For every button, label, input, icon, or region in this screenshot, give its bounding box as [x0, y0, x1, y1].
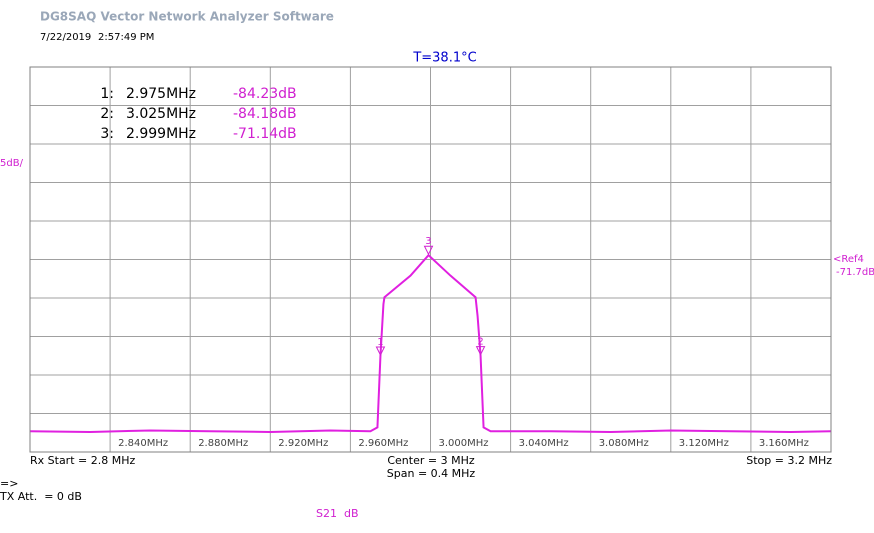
- span-label: Span = 0.4 MHz: [387, 467, 476, 480]
- time: 2:57:49 PM: [98, 32, 154, 43]
- x-tick-label: 2.920MHz: [278, 438, 328, 449]
- ref-label: <Ref4: [833, 254, 864, 265]
- x-tick-label: 3.120MHz: [679, 438, 729, 449]
- marker: [423, 245, 434, 256]
- arrow: =>: [0, 477, 18, 490]
- marker-index: 3:: [100, 126, 114, 142]
- center-label: Center = 3 MHz: [387, 454, 474, 467]
- marker: [375, 346, 386, 357]
- ref-value: -71.7dB: [836, 267, 874, 278]
- marker: [475, 346, 486, 356]
- x-tick-label: 2.840MHz: [118, 438, 168, 449]
- app-title: DG8SAQ Vector Network Analyzer Software: [40, 10, 334, 24]
- tx-att: TX Att. = 0 dB: [0, 490, 82, 503]
- marker-value: -84.18dB: [233, 106, 297, 122]
- marker-freq: 3.025MHz: [126, 106, 196, 122]
- date: 7/22/2019: [40, 32, 91, 43]
- marker-index: 2:: [100, 106, 114, 122]
- temperature: T=38.1°C: [412, 51, 476, 66]
- x-tick-label: 3.080MHz: [599, 438, 649, 449]
- marker-symbol: 3: [425, 236, 431, 247]
- marker-symbol: 2: [477, 337, 483, 348]
- x-tick-label: 2.880MHz: [198, 438, 248, 449]
- marker-value: -71.14dB: [233, 126, 297, 142]
- marker-freq: 2.975MHz: [126, 86, 196, 102]
- plot-border: [29, 66, 832, 453]
- scale-label: 5dB/: [0, 158, 24, 169]
- marker-symbol: 1: [377, 337, 383, 348]
- x-tick-label: 3.000MHz: [439, 438, 489, 449]
- x-tick-label: 2.960MHz: [358, 438, 408, 449]
- trace-name: S21 dB: [316, 507, 359, 520]
- x-tick-label: 3.040MHz: [519, 438, 569, 449]
- marker-value: -84.23dB: [233, 86, 297, 102]
- x-tick-label: 3.160MHz: [759, 438, 809, 449]
- marker-index: 1:: [100, 86, 114, 102]
- start-label: Rx Start = 2.8 MHz: [30, 454, 135, 467]
- marker-freq: 2.999MHz: [126, 126, 196, 142]
- stop-label: Stop = 3.2 MHz: [746, 454, 832, 467]
